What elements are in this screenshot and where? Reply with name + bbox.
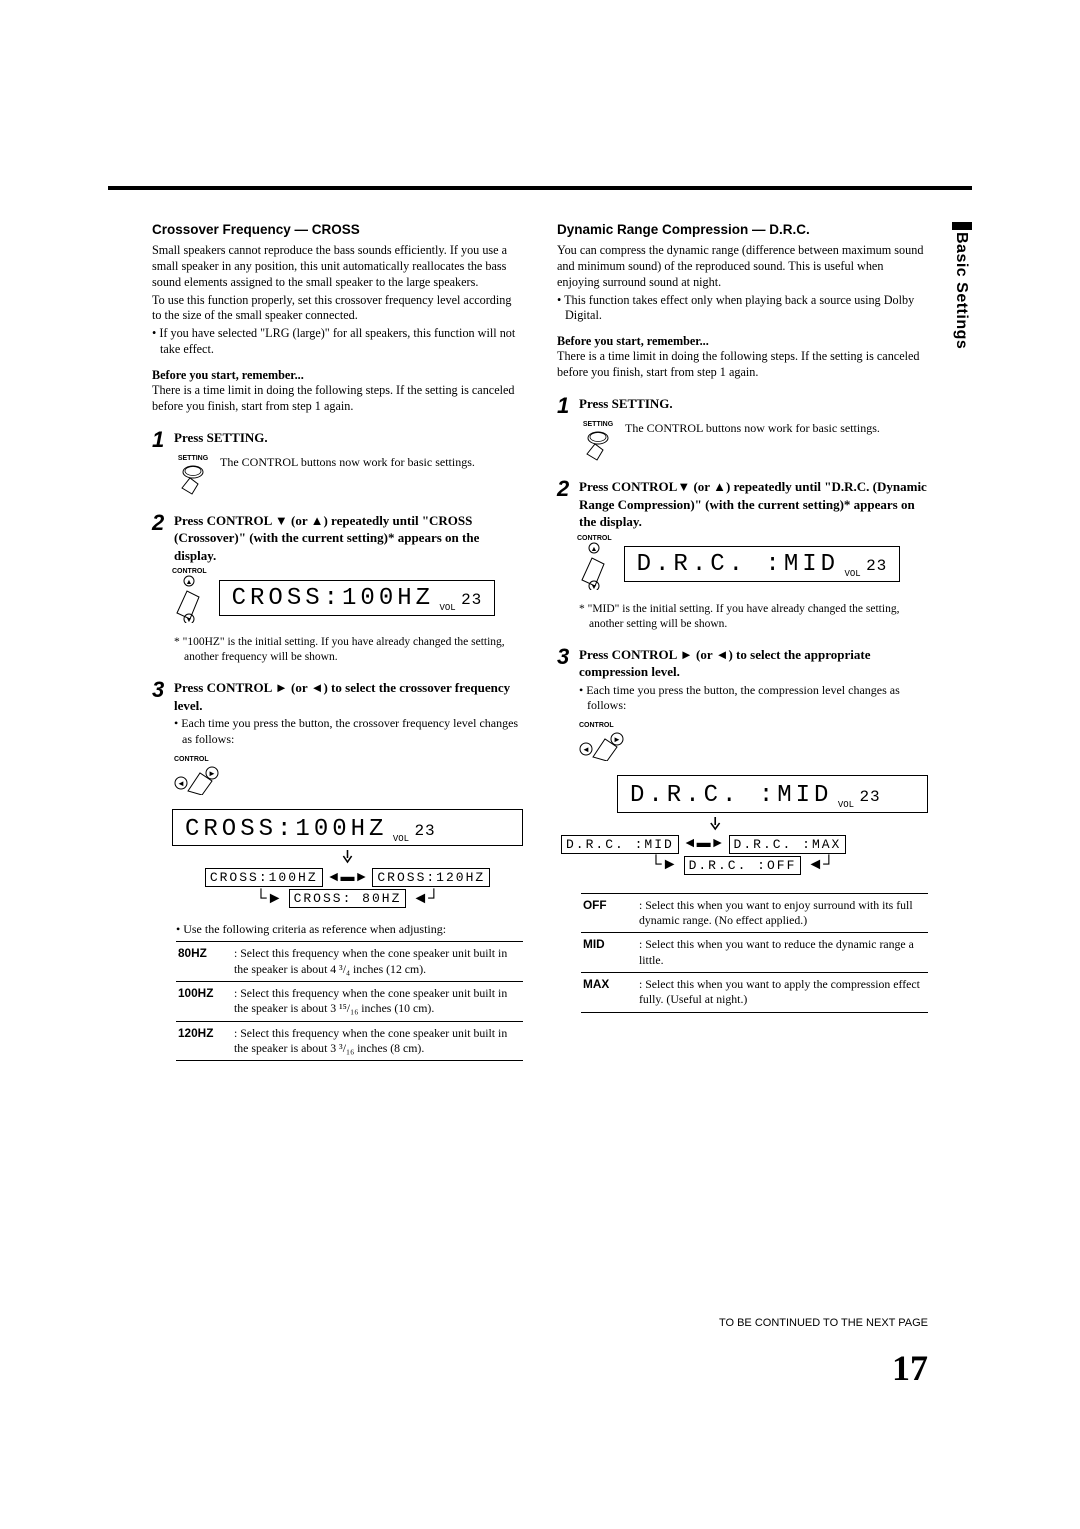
drc-lcd-1: D.R.C. :MID VOL 23	[624, 546, 901, 582]
drc-step-1: 1 Press SETTING.	[557, 395, 928, 417]
control-horizontal-icon: ◄ ►	[174, 763, 232, 795]
opt-mid: D.R.C. :MID	[561, 835, 679, 854]
setting-label: SETTING	[176, 455, 210, 462]
step-number-1b: 1	[557, 395, 573, 417]
svg-text:▲: ▲	[186, 578, 193, 586]
cross-cycle-lcd: CROSS:100HZ VOL 23	[172, 809, 523, 847]
drc-setting-diagram: SETTING The CONTROL buttons now work for…	[581, 421, 928, 464]
cross-step-3: 3 Press CONTROL ► (or ◄) to select the c…	[152, 679, 523, 714]
control-vertical-icon: ▲ ▼	[174, 575, 204, 623]
left-column: Crossover Frequency — CROSS Small speake…	[152, 222, 523, 1061]
drc-table: OFF: Select this when you want to enjoy …	[581, 893, 928, 1013]
cross-step1-sub: The CONTROL buttons now work for basic s…	[220, 455, 475, 471]
page-content: Crossover Frequency — CROSS Small speake…	[152, 222, 928, 1061]
cross-step-2: 2 Press CONTROL ▼ (or ▲) repeatedly unti…	[152, 512, 523, 565]
svg-text:◄: ◄	[177, 779, 185, 788]
cross-bullet-1: • If you have selected "LRG (large)" for…	[152, 326, 523, 358]
control-horizontal-icon: ◄ ►	[579, 729, 637, 761]
table-row: MAX: Select this when you want to apply …	[581, 972, 928, 1012]
step-number-2b: 2	[557, 478, 573, 500]
drc-step1-sub: The CONTROL buttons now work for basic s…	[625, 421, 880, 437]
svg-text:◄: ◄	[582, 745, 590, 754]
drc-step-3: 3 Press CONTROL ► (or ◄) to select the a…	[557, 646, 928, 681]
control-label: CONTROL	[577, 535, 612, 542]
drc-step1-text: Press SETTING.	[579, 396, 673, 411]
drc-note-1: * "MID" is the initial setting. If you h…	[579, 602, 928, 632]
opt-off: D.R.C. :OFF	[684, 856, 802, 875]
cross-remember-p: There is a time limit in doing the follo…	[152, 383, 523, 415]
cross-step-1: 1 Press SETTING.	[152, 429, 523, 451]
opt-120hz: CROSS:120HZ	[372, 868, 490, 887]
svg-text:▼: ▼	[591, 583, 598, 590]
step-number-1: 1	[152, 429, 168, 451]
svg-text:►: ►	[613, 735, 621, 744]
cross-cycle-diagram: CROSS:100HZ VOL 23 CROSS:100HZ ◄▬► CROSS…	[172, 809, 523, 909]
setting-button-diagram: SETTING The CONTROL buttons now work for…	[176, 455, 523, 498]
svg-text:▲: ▲	[591, 545, 598, 553]
arrow-corner-icon: ◄┘	[412, 895, 439, 903]
footer-continue: TO BE CONTINUED TO THE NEXT PAGE	[719, 1317, 928, 1329]
drc-remember-p: There is a time limit in doing the follo…	[557, 349, 928, 381]
cross-lcd-row: CONTROL ▲ ▼ CROSS:100HZ VOL 23	[172, 568, 523, 627]
table-row: 80HZ: Select this frequency when the con…	[176, 942, 523, 982]
frequency-table: 80HZ: Select this frequency when the con…	[176, 941, 523, 1061]
setting-icon	[581, 430, 615, 464]
drc-step3-sub: • Each time you press the button, the co…	[579, 683, 928, 714]
page-number: 17	[892, 1347, 928, 1389]
table-row: OFF: Select this when you want to enjoy …	[581, 893, 928, 933]
step-number-3b: 3	[557, 646, 573, 668]
cross-title: Crossover Frequency — CROSS	[152, 222, 523, 237]
control-vertical-icon: ▲ ▼	[579, 542, 609, 590]
step-number-2: 2	[152, 512, 168, 534]
drc-step3-text: Press CONTROL ► (or ◄) to select the app…	[579, 646, 928, 681]
arrow-down-icon	[172, 850, 523, 864]
top-rule	[108, 186, 972, 190]
cross-lcd-1: CROSS:100HZ VOL 23	[219, 580, 496, 616]
drc-title: Dynamic Range Compression — D.R.C.	[557, 222, 928, 237]
arrow-corner-icon: ◄┘	[807, 861, 834, 869]
setting-icon	[176, 464, 210, 498]
table-row: MID: Select this when you want to reduce…	[581, 933, 928, 973]
criteria-note: • Use the following criteria as referenc…	[176, 922, 523, 937]
opt-100hz: CROSS:100HZ	[205, 868, 323, 887]
drc-cycle-lcd: D.R.C. :MID VOL 23	[617, 775, 928, 813]
arrow-corner-icon: └►	[255, 895, 282, 903]
right-column: Dynamic Range Compression — D.R.C. You c…	[557, 222, 928, 1061]
cross-step2-text: Press CONTROL ▼ (or ▲) repeatedly until …	[174, 512, 523, 565]
cross-intro-1: Small speakers cannot reproduce the bass…	[152, 243, 523, 291]
table-row: 120HZ: Select this frequency when the co…	[176, 1021, 523, 1061]
drc-remember-h: Before you start, remember...	[557, 334, 928, 349]
cross-intro-2: To use this function properly, set this …	[152, 293, 523, 325]
cross-step3-text: Press CONTROL ► (or ◄) to select the cro…	[174, 679, 523, 714]
step-number-3: 3	[152, 679, 168, 701]
drc-step-2: 2 Press CONTROL▼ (or ▲) repeatedly until…	[557, 478, 928, 531]
drc-control-horizontal-diagram: CONTROL ◄ ►	[579, 722, 928, 765]
table-row: 100HZ: Select this frequency when the co…	[176, 981, 523, 1021]
arrow-down-icon	[557, 817, 928, 831]
drc-cycle-diagram: D.R.C. :MID VOL 23 D.R.C. :MID ◄▬► D.R.C…	[557, 775, 928, 875]
side-tab-label: Basic Settings	[952, 232, 970, 349]
cross-remember-h: Before you start, remember...	[152, 368, 523, 383]
setting-label: SETTING	[581, 421, 615, 428]
drc-lcd-row: CONTROL ▲ ▼ D.R.C. :MID VOL 23	[577, 535, 928, 594]
arrow-bidirectional-icon: ◄▬►	[327, 870, 369, 886]
side-tab-marker	[952, 222, 972, 230]
drc-bullet-1: • This function takes effect only when p…	[557, 293, 928, 325]
svg-text:▼: ▼	[186, 616, 193, 623]
opt-80hz: CROSS: 80HZ	[289, 889, 407, 908]
drc-step2-text: Press CONTROL▼ (or ▲) repeatedly until "…	[579, 478, 928, 531]
arrow-corner-icon: └►	[650, 861, 677, 869]
arrow-bidirectional-icon: ◄▬►	[683, 836, 725, 852]
drc-intro-1: You can compress the dynamic range (diff…	[557, 243, 928, 291]
cross-step1-text: Press SETTING.	[174, 430, 268, 445]
control-horizontal-diagram: CONTROL ◄ ►	[174, 756, 523, 799]
cross-step3-sub: • Each time you press the button, the cr…	[174, 716, 523, 747]
control-label: CONTROL	[172, 568, 207, 575]
cross-note-1: * "100HZ" is the initial setting. If you…	[174, 635, 523, 665]
opt-max: D.R.C. :MAX	[729, 835, 847, 854]
svg-text:►: ►	[208, 769, 216, 778]
